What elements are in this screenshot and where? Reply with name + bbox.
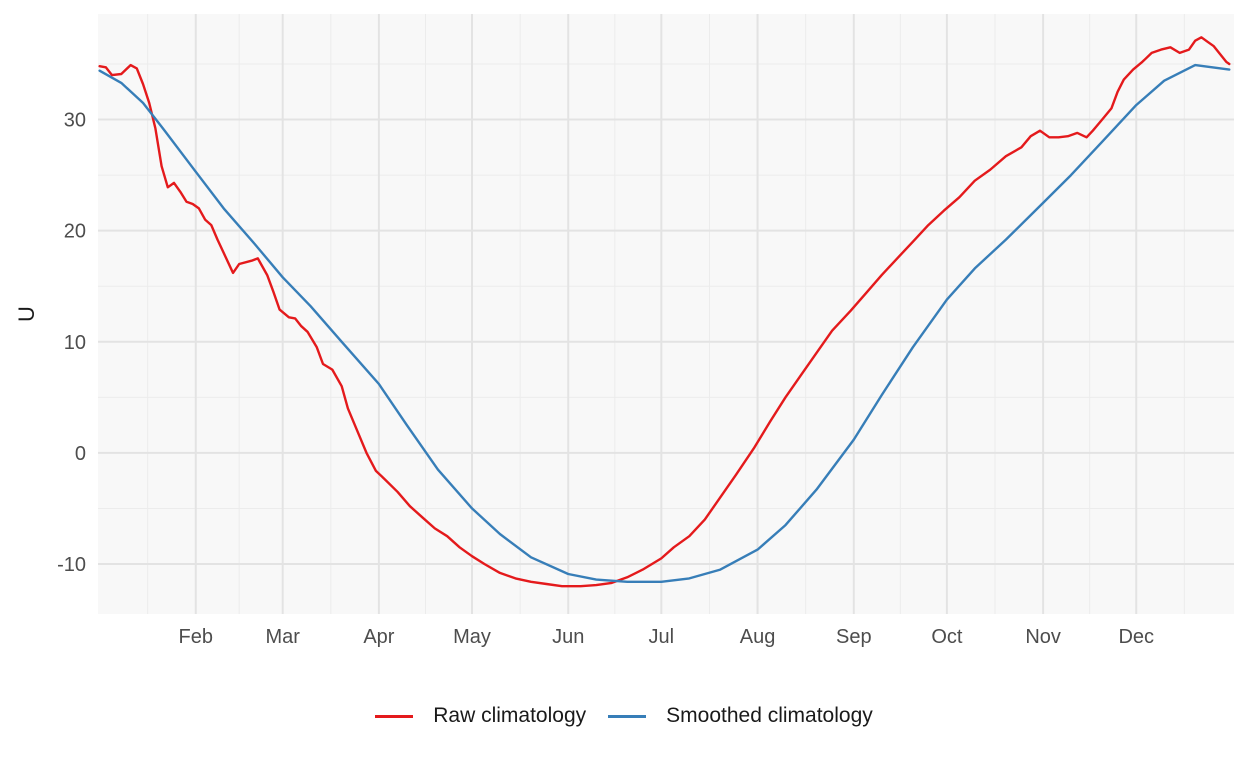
x-axis-tick-labels: Feb Mar Apr May Jun Jul Aug Sep Oct Nov Dec [179, 626, 1154, 648]
legend-item-smoothed: Smoothed climatology [608, 704, 873, 728]
y-tick-label: 20 [64, 221, 86, 243]
series-line-smoothed [98, 63, 1231, 583]
legend-swatch-raw [375, 714, 414, 718]
x-tick-label: Jul [649, 626, 675, 648]
x-tick-label: Feb [179, 626, 213, 648]
legend-label-smoothed: Smoothed climatology [666, 704, 873, 727]
series-line-raw [98, 36, 1231, 588]
y-axis-tick-labels: -10 0 10 20 30 [57, 110, 86, 576]
y-tick-label: 0 [75, 443, 86, 465]
x-tick-label: Nov [1025, 626, 1061, 648]
y-tick-label: 30 [64, 110, 86, 132]
x-tick-label: Oct [931, 626, 963, 648]
y-tick-label: -10 [57, 554, 86, 576]
major-gridlines [98, 14, 1234, 614]
x-tick-label: Sep [836, 626, 872, 648]
plot-panel [98, 14, 1234, 614]
y-axis-title: U [14, 306, 39, 322]
x-tick-label: Jun [552, 626, 584, 648]
x-tick-label: Mar [265, 626, 300, 648]
x-tick-label: May [453, 626, 491, 648]
x-tick-label: Apr [363, 626, 394, 648]
x-tick-label: Dec [1118, 626, 1154, 648]
y-tick-label: 10 [64, 332, 86, 354]
x-tick-label: Aug [740, 626, 776, 648]
legend: Raw climatology Smoothed climatology [0, 696, 1248, 736]
legend-label-raw: Raw climatology [433, 704, 587, 727]
series-layer [98, 36, 1231, 588]
minor-gridlines [98, 14, 1234, 614]
legend-swatch-smoothed [608, 714, 647, 718]
legend-item-raw: Raw climatology [375, 704, 586, 728]
